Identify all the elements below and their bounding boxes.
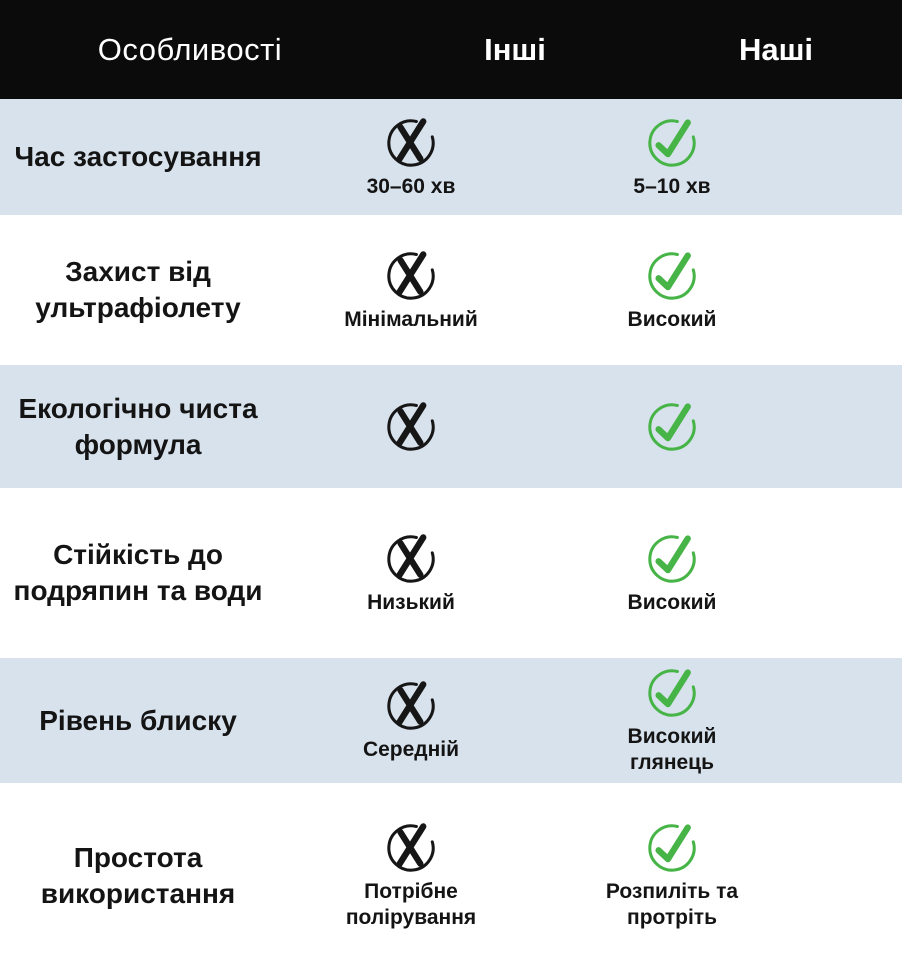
check-circle-icon xyxy=(644,665,700,721)
check-circle-icon xyxy=(644,399,700,455)
others-value: Середній xyxy=(362,738,460,762)
table-row: Стійкість до подряпин та води Низький Ви… xyxy=(0,488,902,658)
others-value: 30–60 хв xyxy=(366,174,456,198)
others-cell xyxy=(276,365,546,488)
others-cell: 30–60 хв xyxy=(276,99,546,215)
x-circle-icon xyxy=(383,531,439,587)
header-ours: Наші xyxy=(738,31,814,67)
feature-name: Час застосування xyxy=(14,141,262,173)
ours-cell: 5–10 хв xyxy=(546,99,798,215)
x-circle-icon xyxy=(383,678,439,734)
check-circle-icon xyxy=(644,115,700,171)
ours-cell: Розпиліть та протріть xyxy=(546,783,798,968)
x-circle-icon xyxy=(383,399,439,455)
others-cell: Низький xyxy=(276,488,546,658)
table-row: Захист від ультрафіолету Мінімальний Вис… xyxy=(0,215,902,365)
others-value: Низький xyxy=(367,590,455,614)
table-row: Простота використання Потрібне поліруван… xyxy=(0,783,902,968)
others-value: Мінімальний xyxy=(344,307,478,331)
ours-value: Високий глянець xyxy=(627,725,717,774)
x-circle-icon xyxy=(383,248,439,304)
others-value: Потрібне полірування xyxy=(345,880,477,929)
check-circle-icon xyxy=(644,248,700,304)
table-row: Час застосування 30–60 хв 5–10 хв xyxy=(0,99,902,215)
feature-name: Рівень блиску xyxy=(39,704,237,736)
feature-name: Захист від ультрафіолету xyxy=(35,256,241,323)
header-feature: Особливості xyxy=(97,31,283,67)
ours-value: 5–10 хв xyxy=(633,174,711,198)
others-cell: Потрібне полірування xyxy=(276,783,546,968)
ours-cell: Високий xyxy=(546,215,798,365)
x-circle-icon xyxy=(383,820,439,876)
feature-name: Екологічно чиста формула xyxy=(18,392,258,460)
ours-value: Високий xyxy=(627,307,717,331)
check-circle-icon xyxy=(644,820,700,876)
ours-value: Високий xyxy=(627,590,717,614)
ours-cell: Високий глянець xyxy=(546,658,798,783)
table-row: Рівень блиску Середній Високий глянець xyxy=(0,658,902,783)
feature-name: Стійкість до подряпин та води xyxy=(13,539,263,606)
others-cell: Мінімальний xyxy=(276,215,546,365)
header-others: Інші xyxy=(484,31,546,67)
feature-name: Простота використання xyxy=(40,841,236,909)
table-row: Екологічно чиста формула xyxy=(0,365,902,488)
ours-cell xyxy=(546,365,798,488)
x-circle-icon xyxy=(383,115,439,171)
ours-cell: Високий xyxy=(546,488,798,658)
ours-value: Розпиліть та протріть xyxy=(605,880,739,929)
table-body: Час застосування 30–60 хв 5–10 хв Захи xyxy=(0,99,902,968)
check-circle-icon xyxy=(644,531,700,587)
table-header: Особливості Інші Наші xyxy=(0,0,902,99)
others-cell: Середній xyxy=(276,658,546,783)
